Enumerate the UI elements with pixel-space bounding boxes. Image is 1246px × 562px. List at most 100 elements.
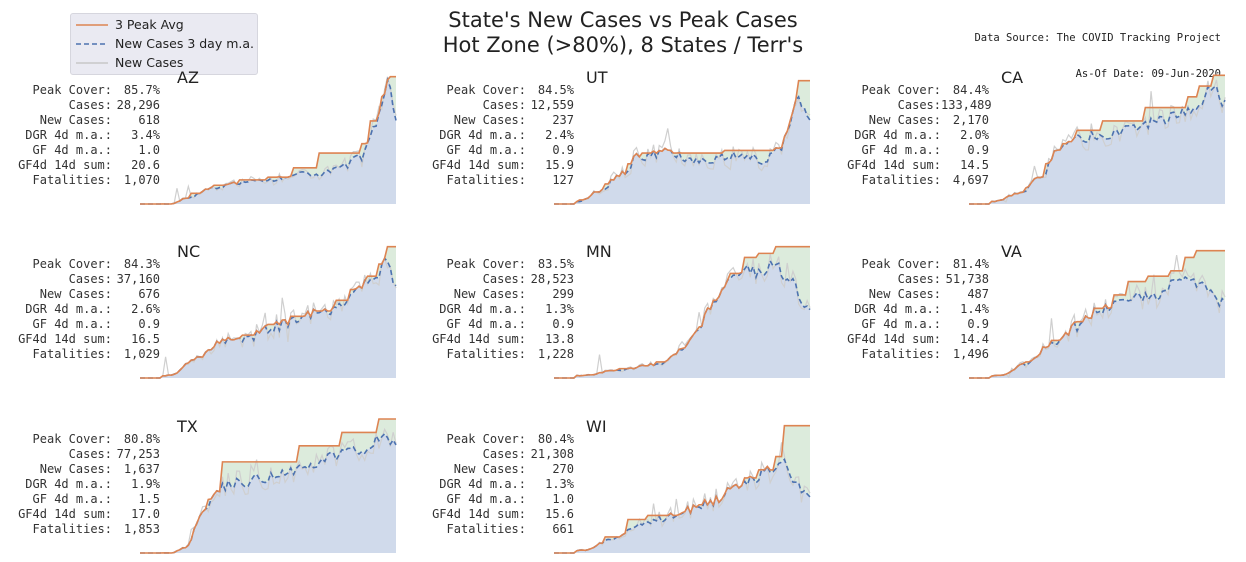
stat-label: Cases: bbox=[68, 272, 112, 286]
stat-label: Fatalities: bbox=[861, 173, 941, 187]
stat-row: Peak Cover: 80.4% bbox=[414, 432, 574, 447]
state-label: TX bbox=[177, 417, 198, 436]
stat-label: GF4d 14d sum: bbox=[18, 332, 112, 346]
stat-value: 13.8 bbox=[545, 332, 574, 346]
stat-row: GF 4d m.a.: 1.0 bbox=[0, 143, 160, 158]
stat-value: 270 bbox=[552, 462, 574, 476]
stat-row: Cases: 28,296 bbox=[0, 98, 160, 113]
peak-gap-area bbox=[554, 425, 810, 553]
cases-area bbox=[140, 79, 396, 204]
cases-area bbox=[554, 260, 810, 378]
stat-value: 81.4% bbox=[952, 257, 989, 271]
stat-value: 1.0 bbox=[552, 492, 574, 506]
stat-label: Cases: bbox=[68, 447, 112, 461]
stat-row: Peak Cover: 84.5% bbox=[414, 83, 574, 98]
plot-mn bbox=[554, 245, 811, 379]
stat-label: DGR 4d m.a.: bbox=[439, 128, 526, 142]
stat-value: 1.4% bbox=[960, 302, 989, 316]
stat-row: DGR 4d m.a.: 2.6% bbox=[0, 302, 160, 317]
stat-label: Cases: bbox=[482, 447, 526, 461]
stat-row: Cases: 28,523 bbox=[414, 272, 574, 287]
stat-row: Fatalities: 1,496 bbox=[829, 347, 989, 362]
stat-row: Peak Cover: 84.3% bbox=[0, 257, 160, 272]
stat-label: Peak Cover: bbox=[861, 257, 941, 271]
stat-value: 2.6% bbox=[131, 302, 160, 316]
stat-value: 1.3% bbox=[545, 302, 574, 316]
stat-row: GF4d 14d sum: 15.6 bbox=[414, 507, 574, 522]
stats-block: Peak Cover: 80.4% Cases: 21,308 New Cases: 27… bbox=[414, 432, 574, 537]
stat-label: Fatalities: bbox=[446, 522, 526, 536]
stat-value: 0.9 bbox=[552, 317, 574, 331]
stat-row: DGR 4d m.a.: 1.4% bbox=[829, 302, 989, 317]
stat-row: GF 4d m.a.: 1.0 bbox=[414, 492, 574, 507]
stat-row: DGR 4d m.a.: 2.0% bbox=[829, 128, 989, 143]
stat-value: 127 bbox=[552, 173, 574, 187]
stat-row: New Cases: 299 bbox=[414, 287, 574, 302]
stat-label: GF 4d m.a.: bbox=[861, 317, 941, 331]
new-cases-ma-line bbox=[140, 256, 397, 379]
legend-swatch-peak bbox=[76, 24, 108, 26]
stat-row: Peak Cover: 84.4% bbox=[829, 83, 989, 98]
state-label: MN bbox=[586, 242, 612, 261]
stat-label: Fatalities: bbox=[446, 173, 526, 187]
stat-label: GF4d 14d sum: bbox=[432, 332, 526, 346]
stat-row: New Cases: 1,637 bbox=[0, 462, 160, 477]
stat-row: Fatalities: 1,070 bbox=[0, 173, 160, 188]
stat-row: GF 4d m.a.: 0.9 bbox=[414, 143, 574, 158]
chart-title-line2: Hot Zone (>80%), 8 States / Terr's bbox=[442, 33, 804, 57]
stats-block: Peak Cover: 83.5% Cases: 28,523 New Cases: 29… bbox=[414, 257, 574, 362]
stat-value: 1,029 bbox=[123, 347, 160, 361]
stat-label: Fatalities: bbox=[32, 347, 112, 361]
stat-label: New Cases: bbox=[868, 113, 941, 127]
stat-label: GF4d 14d sum: bbox=[432, 507, 526, 521]
stat-label: Fatalities: bbox=[32, 173, 112, 187]
stat-value: 37,160 bbox=[116, 272, 160, 286]
stat-row: Fatalities: 1,853 bbox=[0, 522, 160, 537]
plot-ca bbox=[969, 74, 1226, 205]
stat-row: DGR 4d m.a.: 3.4% bbox=[0, 128, 160, 143]
stat-value: 80.8% bbox=[123, 432, 160, 446]
stat-row: Cases: 51,738 bbox=[829, 272, 989, 287]
cases-area bbox=[140, 433, 396, 553]
stat-value: 0.9 bbox=[967, 143, 989, 157]
stat-label: GF 4d m.a.: bbox=[446, 143, 526, 157]
legend-item-raw: New Cases bbox=[71, 54, 257, 72]
stat-value: 661 bbox=[552, 522, 574, 536]
stat-value: 4,697 bbox=[952, 173, 989, 187]
stat-row: Fatalities: 1,228 bbox=[414, 347, 574, 362]
stat-value: 1,070 bbox=[123, 173, 160, 187]
stat-value: 15.6 bbox=[545, 507, 574, 521]
stats-block: Peak Cover: 80.8% Cases: 77,253 New Cases: 1,… bbox=[0, 432, 160, 537]
source-note: Data Source: The COVID Tracking Project … bbox=[974, 8, 1221, 92]
stat-label: DGR 4d m.a.: bbox=[439, 302, 526, 316]
plot-nc bbox=[140, 245, 397, 379]
stats-block: Peak Cover: 81.4% Cases: 51,738 New Cases: 48… bbox=[829, 257, 989, 362]
stat-value: 85.7% bbox=[123, 83, 160, 97]
stat-row: Cases: 12,559 bbox=[414, 98, 574, 113]
panel-mn: Peak Cover: 83.5% Cases: 28,523 New Cases: 29… bbox=[414, 242, 814, 382]
stat-row: New Cases: 270 bbox=[414, 462, 574, 477]
stat-value: 1.3% bbox=[545, 477, 574, 491]
stat-row: Fatalities: 661 bbox=[414, 522, 574, 537]
stat-row: Cases: 77,253 bbox=[0, 447, 160, 462]
cases-area bbox=[969, 276, 1225, 378]
stat-label: Cases: bbox=[68, 98, 112, 112]
peak-avg-line bbox=[969, 74, 1225, 205]
peak-avg-line bbox=[554, 245, 810, 379]
stat-value: 1,496 bbox=[952, 347, 989, 361]
new-cases-ma-line bbox=[554, 95, 811, 205]
panel-tx: Peak Cover: 80.8% Cases: 77,253 New Cases: 1,… bbox=[0, 417, 400, 557]
stat-value: 84.4% bbox=[952, 83, 989, 97]
stat-value: 0.9 bbox=[967, 317, 989, 331]
stat-value: 2.0% bbox=[960, 128, 989, 142]
stat-value: 14.4 bbox=[960, 332, 989, 346]
stat-row: New Cases: 237 bbox=[414, 113, 574, 128]
stat-value: 2,170 bbox=[952, 113, 989, 127]
stat-row: GF4d 14d sum: 16.5 bbox=[0, 332, 160, 347]
stat-value: 1.0 bbox=[138, 143, 160, 157]
stat-value: 84.3% bbox=[123, 257, 160, 271]
cases-area bbox=[140, 258, 396, 378]
peak-avg-line bbox=[140, 418, 396, 554]
stat-row: DGR 4d m.a.: 1.3% bbox=[414, 302, 574, 317]
